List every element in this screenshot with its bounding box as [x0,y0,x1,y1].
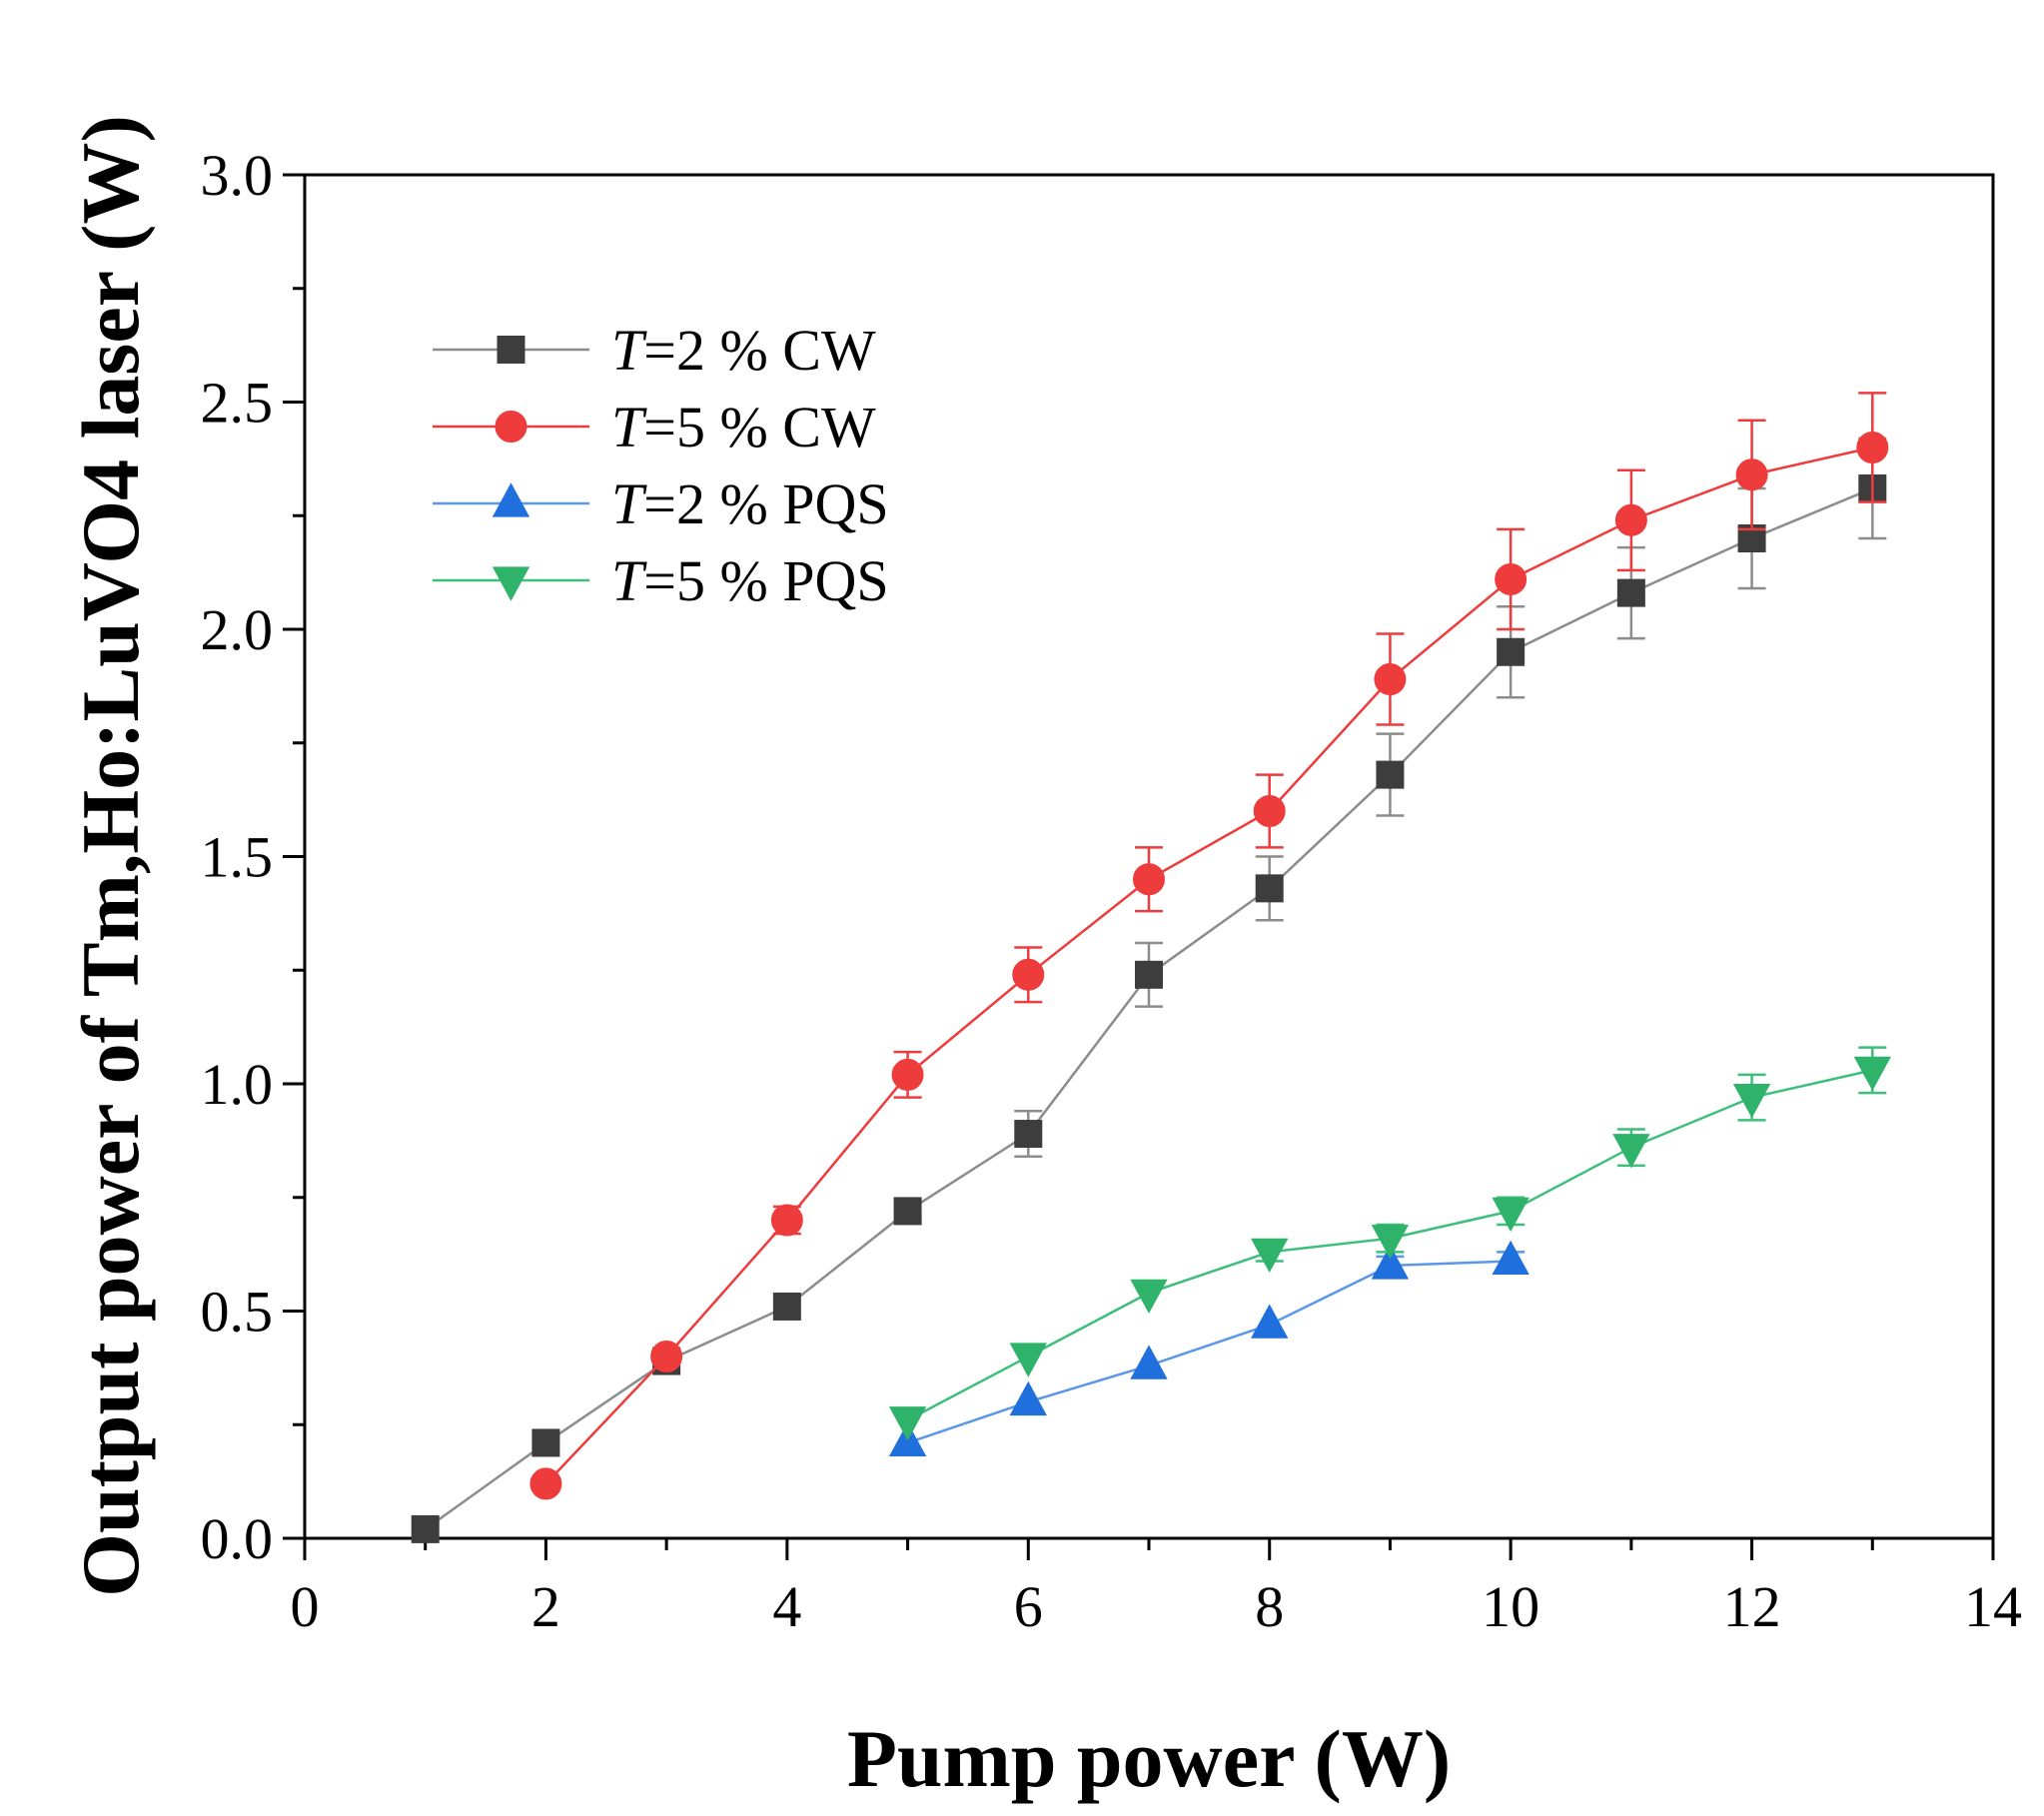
legend-label: T=2 % CW [611,318,876,383]
data-point [770,1204,803,1237]
legend-marker [492,482,530,517]
x-tick-label-10: 10 [1482,1574,1539,1639]
y-axis-title: Output power of Tm,Ho:LuVO4 laser (W) [65,115,156,1597]
legend-marker [492,566,530,601]
data-point [1009,1380,1047,1416]
legend-label: T=2 % PQS [611,471,889,536]
data-point [1130,1279,1168,1314]
data-point [1853,1056,1891,1092]
data-point [888,1406,927,1441]
data-point [1492,1197,1530,1233]
legend-label: T=5 % PQS [611,548,889,613]
series-layer [411,392,1891,1543]
x-tick-label-8: 8 [1255,1574,1284,1639]
x-tick-label-2: 2 [531,1574,560,1639]
legend-label-variable: T [611,395,647,459]
y-tick-label-2.0: 2.0 [201,597,274,662]
data-point [1374,663,1407,696]
data-point [1130,1345,1168,1379]
data-point [772,1292,801,1321]
legend-label-text: =5 % PQS [643,548,888,613]
y-tick-label-0.5: 0.5 [201,1280,274,1345]
series-t-5-pqs [888,1046,1891,1441]
series-line-t-2-pqs [907,1260,1512,1444]
data-point [1251,1304,1289,1339]
data-point [1014,1120,1043,1149]
x-tick-label-4: 4 [772,1574,801,1639]
legend-label-text: =2 % PQS [643,471,888,536]
legend-label: T=5 % CW [611,395,876,459]
series-t-2-pqs [888,1240,1530,1457]
y-tick-label-1.0: 1.0 [201,1052,274,1117]
data-point [1497,637,1526,666]
data-point [1732,1084,1771,1119]
data-point [650,1341,683,1372]
legend-item-t-5-cw: T=5 % CW [433,395,876,459]
legend-item-t-2-pqs: T=2 % PQS [433,471,889,536]
data-point [1856,432,1889,463]
legend-label-text: =5 % CW [643,395,876,459]
legend-item-t-5-pqs: T=5 % PQS [433,548,889,613]
data-point [1614,503,1647,536]
data-point [1009,1343,1047,1377]
data-point [893,1197,922,1226]
data-point [1253,795,1286,827]
data-point [1492,1240,1530,1276]
x-tick-label-6: 6 [1014,1574,1043,1639]
x-tick-label-0: 0 [291,1574,320,1639]
legend-label-variable: T [611,318,647,383]
y-tick-label-2.5: 2.5 [201,371,274,436]
x-tick-label-14: 14 [1964,1574,2022,1639]
y-tick-label-0.0: 0.0 [201,1506,274,1571]
data-point [1612,1134,1650,1169]
series-line-t-5-cw [544,446,1873,1485]
data-point [1371,1225,1410,1260]
axis-ticks: 0 2 4 6 8 10 12 14 0.0 0.5 1.0 1.5 2.0 2.5 3.0 [201,143,2023,1639]
legend-label-variable: T [611,548,647,613]
legend-marker [495,411,527,443]
data-point [1255,874,1284,903]
data-point [1012,958,1045,991]
legend-label-variable: T [611,471,647,536]
data-point [1616,578,1645,607]
legend-item-t-2-cw: T=2 % CW [433,318,876,383]
legend-marker [497,336,525,364]
x-tick-label-12: 12 [1723,1574,1781,1639]
data-point [411,1514,440,1543]
data-point [531,1428,560,1457]
y-tick-label-1.5: 1.5 [201,825,274,890]
data-point [529,1467,562,1500]
data-point [1735,458,1768,491]
series-t-5-cw [529,392,1889,1500]
data-point [1251,1238,1289,1274]
data-point [1495,562,1528,595]
x-axis-title: Pump power (W) [847,1713,1451,1804]
data-point [891,1058,924,1091]
y-tick-label-3.0: 3.0 [201,143,274,208]
data-point [1371,1245,1410,1280]
legend-label-text: =2 % CW [643,318,876,383]
data-point [1135,960,1163,989]
data-point [1133,863,1165,896]
data-point [1376,760,1405,789]
